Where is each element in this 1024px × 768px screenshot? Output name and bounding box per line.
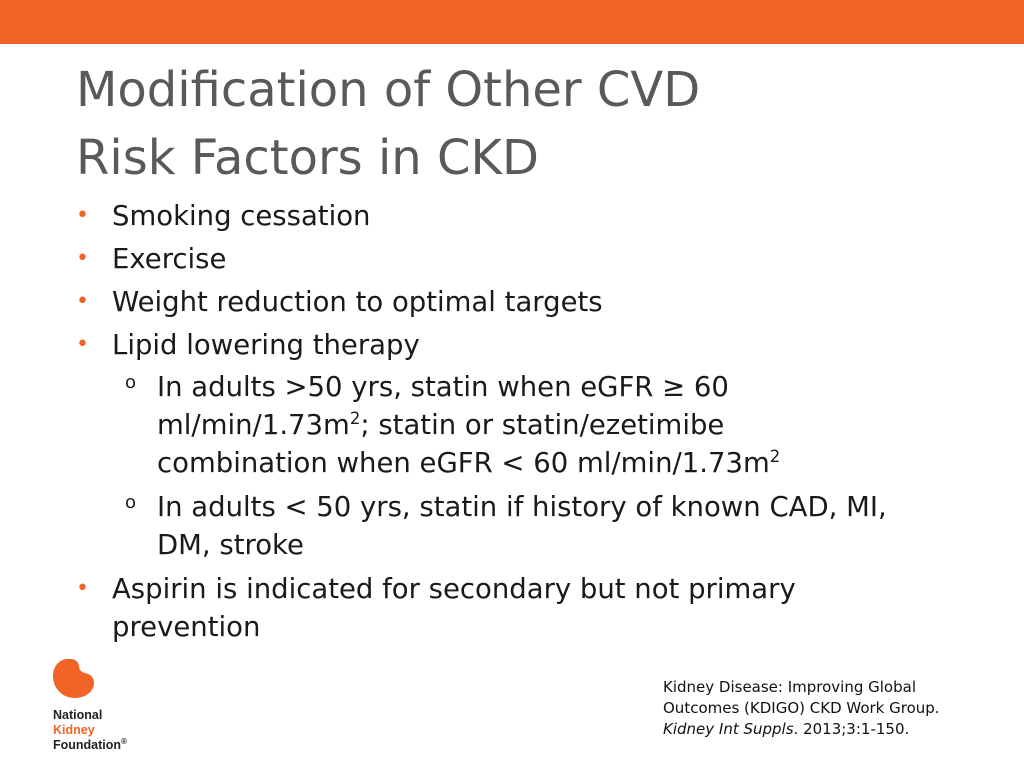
citation-authors: Kidney Disease: Improving Global Outcome… (663, 678, 940, 717)
bullet-item: • Smoking cessation (76, 197, 896, 235)
sub-bullet-text: In adults < 50 yrs, statin if history of… (157, 491, 887, 561)
bullet-item: • Exercise (76, 240, 896, 278)
bullet-text: Weight reduction to optimal targets (112, 286, 603, 318)
citation: Kidney Disease: Improving Global Outcome… (663, 677, 993, 740)
bullet-dot-icon: • (76, 289, 89, 314)
bullet-item: • Lipid lowering therapy o In adults >50… (76, 326, 896, 564)
logo-line-kidney: Kidney (53, 723, 95, 737)
logo-line-foundation: Foundation® (53, 736, 127, 753)
bullet-text: Exercise (112, 243, 227, 275)
superscript: 2 (769, 446, 781, 466)
bullet-text: Smoking cessation (112, 200, 371, 232)
citation-tail: . 2013;3:1-150. (793, 720, 910, 738)
bullet-dot-icon: • (76, 332, 89, 357)
bullet-list: • Smoking cessation • Exercise • Weight … (76, 197, 896, 651)
bullet-dot-icon: • (76, 203, 89, 228)
sub-bullet-item: o In adults < 50 yrs, statin if history … (112, 488, 896, 564)
sub-bullet-text-part: In adults >50 yrs, statin when eGFR ≥ 60… (157, 371, 729, 441)
logo-foundation-text: Foundation (53, 738, 122, 752)
sub-bullet-text-part: ; statin or statin/ezetimibe combination… (157, 409, 770, 479)
sub-bullet-item: o In adults >50 yrs, statin when eGFR ≥ … (112, 368, 896, 482)
sub-bullet-marker-icon: o (125, 372, 137, 393)
bullet-text: Aspirin is indicated for secondary but n… (112, 573, 796, 643)
bullet-dot-icon: • (76, 246, 89, 271)
sub-bullet-text: In adults >50 yrs, statin when eGFR ≥ 60… (157, 371, 780, 479)
slide-title: Modification of Other CVD Risk Factors i… (76, 56, 976, 192)
logo-line-national: National (53, 708, 103, 722)
header-accent-bar (0, 0, 1024, 44)
nkf-logo: National Kidney Foundation® (48, 656, 158, 756)
bullet-item: • Weight reduction to optimal targets (76, 283, 896, 321)
bullet-item: • Aspirin is indicated for secondary but… (76, 570, 896, 646)
registered-mark: ® (121, 736, 127, 746)
slide-title-line-2: Risk Factors in CKD (76, 130, 539, 186)
bullet-dot-icon: • (76, 576, 89, 601)
slide-title-line-1: Modification of Other CVD (76, 62, 701, 118)
kidney-icon (53, 658, 94, 698)
bullet-text: Lipid lowering therapy (112, 329, 420, 361)
sub-bullet-list: o In adults >50 yrs, statin when eGFR ≥ … (112, 368, 896, 564)
superscript: 2 (349, 408, 361, 428)
logo-wordmark: National Kidney Foundation® (53, 708, 127, 753)
citation-journal: Kidney Int Suppls (663, 720, 794, 738)
sub-bullet-marker-icon: o (125, 492, 137, 513)
